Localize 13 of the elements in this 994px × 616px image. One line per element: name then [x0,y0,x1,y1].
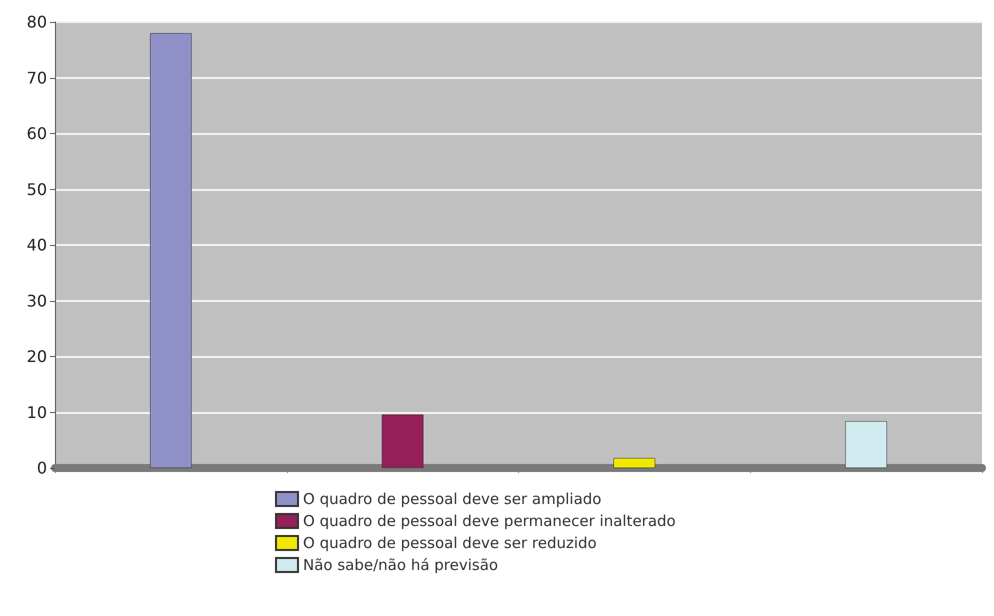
y-tick-label: 0 [36,458,47,478]
y-tick-label: 70 [26,68,47,88]
y-tick-label: 80 [26,12,47,32]
y-tick-label: 60 [26,124,47,143]
legend-label: O quadro de pessoal deve ser reduzido [303,534,597,552]
y-tick-label: 30 [26,291,47,310]
y-tick-label: 40 [26,236,47,254]
y-tick-label: 20 [26,347,47,366]
legend-label: O quadro de pessoal deve permanecer inalterado [303,512,676,530]
legend-label: O quadro de pessoal deve ser ampliado [303,490,602,508]
y-tick-label: 50 [26,180,47,199]
y-tick-label: 10 [26,402,47,422]
legend-label: Não sabe/não há previsão [303,556,498,574]
